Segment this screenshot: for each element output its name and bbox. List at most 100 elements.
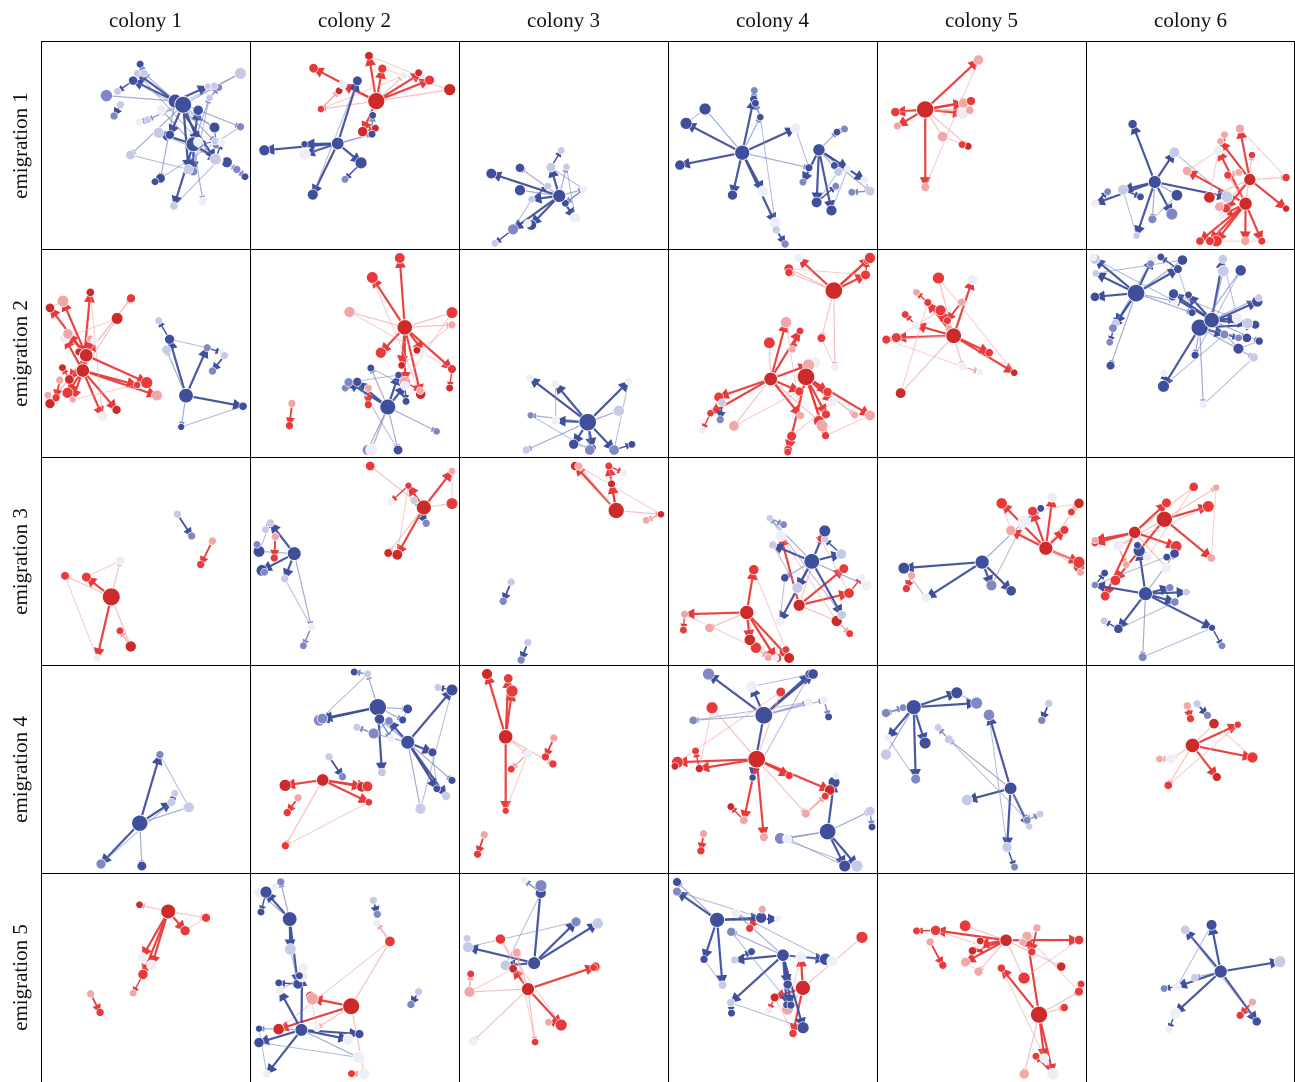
network-node <box>765 1007 773 1015</box>
network-edge <box>86 561 120 578</box>
network-node <box>706 702 718 714</box>
network-hub-node <box>1185 738 1199 752</box>
network-node <box>822 410 831 419</box>
network-node <box>585 445 595 455</box>
network-node <box>407 1000 415 1008</box>
network-node <box>308 623 316 631</box>
network-edge <box>949 739 1011 788</box>
network-edge <box>834 291 835 368</box>
network-node <box>317 105 324 112</box>
network-node <box>775 617 784 626</box>
network-node <box>700 955 708 963</box>
network-node <box>275 979 283 987</box>
network-node <box>718 981 727 990</box>
network-node <box>1258 237 1266 245</box>
network-edge <box>936 930 1006 940</box>
network-node <box>425 75 435 85</box>
network-node <box>846 630 854 638</box>
network-node <box>344 306 355 317</box>
network-edge <box>473 989 528 1041</box>
network-node <box>402 398 410 406</box>
network-node <box>1089 253 1097 261</box>
network-node <box>997 964 1005 972</box>
network-node <box>1165 1026 1173 1034</box>
network-node <box>968 947 976 955</box>
network-graph <box>878 250 1087 458</box>
network-node <box>642 517 650 525</box>
network-node <box>1236 1011 1244 1019</box>
network-node <box>1170 549 1179 558</box>
network-node <box>1163 553 1171 561</box>
network-node <box>1033 924 1041 932</box>
network-hub-node <box>179 388 194 403</box>
network-edge <box>742 128 795 152</box>
network-panel <box>668 41 878 250</box>
network-hub-node <box>368 93 385 110</box>
network-edge <box>83 371 137 385</box>
network-edge <box>152 911 168 965</box>
network-node <box>281 575 289 583</box>
network-node <box>675 160 685 170</box>
network-node <box>468 1037 478 1047</box>
network-node <box>844 165 851 172</box>
network-node <box>1138 653 1147 662</box>
network-node <box>868 823 876 831</box>
network-panel <box>41 249 251 458</box>
network-node <box>1166 584 1174 592</box>
network-graph <box>460 250 669 458</box>
network-node <box>1157 253 1165 261</box>
network-edge <box>770 518 812 561</box>
network-node <box>569 439 579 449</box>
network-node <box>860 176 868 184</box>
network-panel <box>668 457 878 666</box>
network-node <box>1077 569 1085 577</box>
network-edge <box>680 153 742 165</box>
network-node <box>884 734 891 741</box>
network-hub-node <box>1239 197 1252 210</box>
row-header-label: emigration 5 <box>8 924 33 1031</box>
network-node <box>1204 192 1215 203</box>
network-node <box>136 901 143 908</box>
network-node <box>908 572 916 580</box>
network-node <box>1224 171 1232 179</box>
network-edge <box>1164 334 1225 386</box>
network-node <box>1160 369 1168 377</box>
network-node <box>59 364 67 372</box>
network-node <box>1104 188 1112 196</box>
network-graph <box>42 874 251 1082</box>
network-edge <box>705 109 742 153</box>
network-hub-node <box>755 706 773 724</box>
network-node <box>299 149 310 160</box>
network-edge <box>351 941 390 1006</box>
network-node <box>1169 289 1179 299</box>
network-node <box>257 908 265 916</box>
network-node <box>162 345 171 354</box>
network-hub-node <box>1139 587 1153 601</box>
network-edge <box>677 882 717 920</box>
network-node <box>261 568 269 576</box>
network-node <box>1255 294 1263 302</box>
network-node <box>270 554 278 562</box>
network-node <box>727 190 737 200</box>
network-edge <box>685 614 778 658</box>
network-node <box>1091 537 1098 544</box>
network-node <box>343 1034 354 1045</box>
network-hub-node <box>764 372 778 386</box>
network-node <box>546 163 556 173</box>
network-node <box>781 240 789 248</box>
network-node <box>769 541 777 549</box>
network-node <box>1206 920 1217 931</box>
network-node <box>155 317 163 325</box>
network-edge <box>1200 328 1204 405</box>
network-node <box>1274 956 1286 968</box>
network-node <box>1166 754 1176 764</box>
network-node <box>285 944 296 955</box>
network-edge <box>771 322 786 379</box>
network-node <box>782 646 790 654</box>
network-node <box>881 749 892 760</box>
network-node <box>1242 333 1251 342</box>
network-node <box>1036 810 1044 818</box>
network-node <box>795 387 804 396</box>
network-node <box>937 131 947 141</box>
network-node <box>253 541 261 549</box>
